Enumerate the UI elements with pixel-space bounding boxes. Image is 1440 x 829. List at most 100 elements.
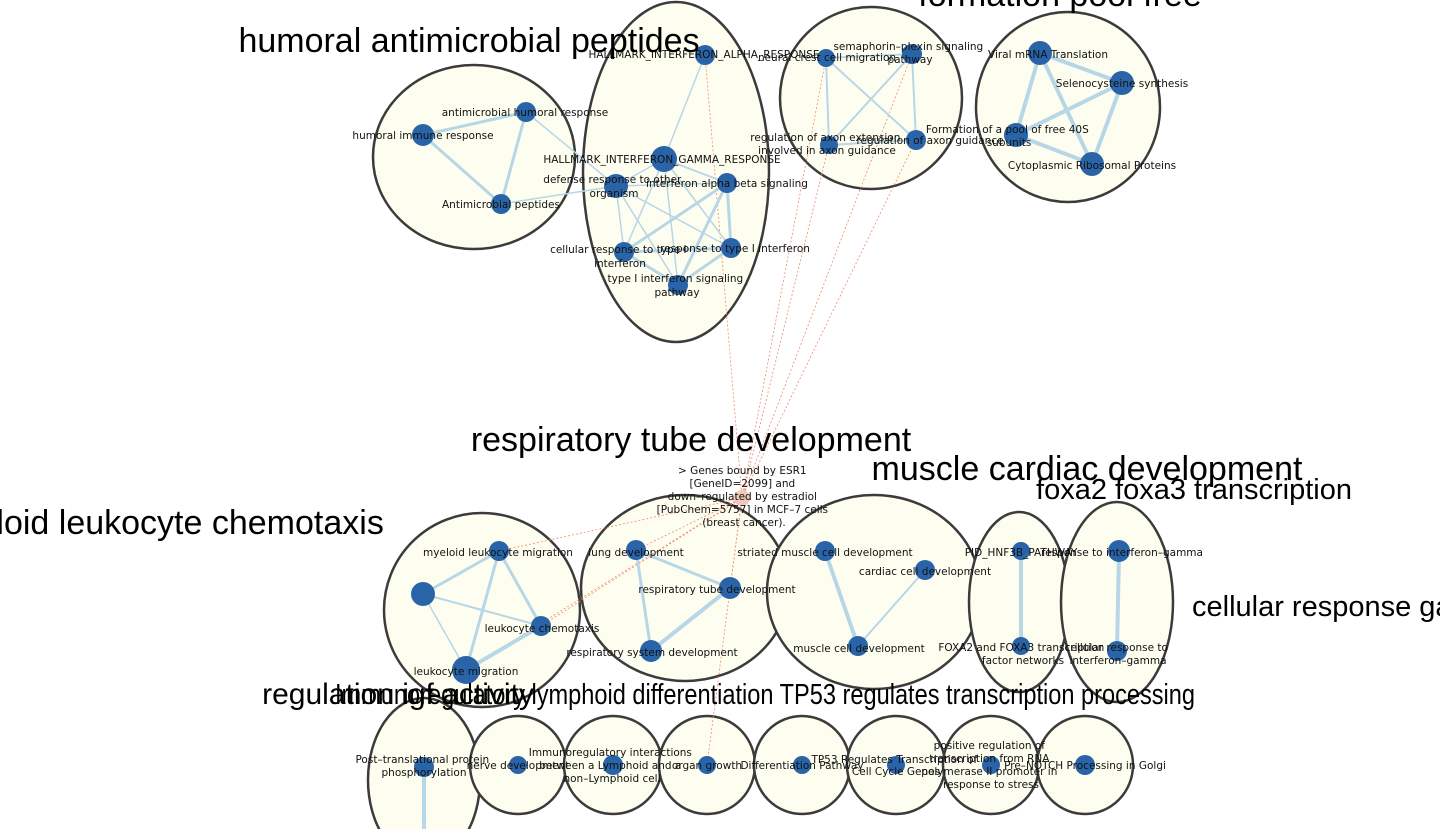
label-pre-notch: Pre–NOTCH Processing in Golgi [1004, 760, 1166, 772]
node-hallmark-alpha[interactable] [695, 45, 715, 65]
cluster-muscle[interactable] [765, 493, 983, 691]
node-cardiac-cell[interactable] [915, 560, 935, 580]
node-neural-crest[interactable] [817, 49, 835, 67]
node-foxa2-foxa3[interactable] [1012, 637, 1030, 655]
edge [615, 182, 728, 187]
node-response-ifng[interactable] [1108, 540, 1130, 562]
cluster-formation[interactable] [974, 10, 1162, 204]
node-hallmark-gamma[interactable] [651, 146, 677, 172]
cluster-title-formation: formation pool free [918, 0, 1202, 14]
edge [1115, 549, 1121, 653]
label-tp53: TP53 Regulates Transcription of Cell Cyc… [810, 754, 980, 778]
node-muscle-cell[interactable] [848, 636, 868, 656]
label-humoral-immune-response: humoral immune response [352, 130, 493, 142]
node-differentiation-pathway[interactable] [793, 756, 811, 774]
label-cytoplasmic-ribosomal: Cytoplasmic Ribosomal Proteins [1008, 160, 1176, 172]
esr1-edge [741, 53, 913, 499]
label-myeloid-leukocyte-migration: myeloid leukocyte migration [423, 547, 573, 559]
cluster-title-humoral: humoral antimicrobial peptides [238, 22, 699, 60]
node-axon-extension[interactable] [820, 136, 838, 154]
node-organ-growth[interactable] [698, 756, 716, 774]
edge [622, 181, 729, 254]
node-cytoplasmic-ribosomal[interactable] [1080, 152, 1104, 176]
label-type-i-signaling: type I interferon signaling pathway [608, 273, 747, 299]
label-pid-hnf3b: PID_HNF3B_PATHWAY [965, 547, 1078, 559]
node-myeloid-leukocyte-migration[interactable] [489, 541, 509, 561]
edge [828, 139, 917, 146]
label-positive-regulation: positive regulation of transcription fro… [921, 740, 1060, 791]
edge [1014, 133, 1094, 166]
node-antimicrobial-peptides[interactable] [491, 194, 511, 214]
label-semaphorin: semaphorin–plexin signaling pathway [833, 41, 986, 66]
label-antimicrobial-humoral-response: antimicrobial humoral response [442, 107, 608, 119]
label-axon-guidance: regulation of axon guidance [856, 135, 1003, 147]
edge [1038, 51, 1124, 85]
edge [725, 181, 733, 250]
esr1-edge [498, 497, 743, 552]
node-leukocyte-chemotaxis[interactable] [531, 616, 551, 636]
esr1-edge [741, 144, 830, 499]
node-defense-response[interactable] [604, 174, 628, 198]
node-response-type-i[interactable] [721, 238, 741, 258]
node-viral-mrna[interactable] [1028, 41, 1052, 65]
edge [500, 185, 617, 205]
label-post-translational: Post–translational protein phosphorylati… [355, 754, 492, 779]
node-formation-40s[interactable] [1004, 123, 1028, 147]
cluster-title-cellular-response: cellular response gamma [1192, 591, 1440, 623]
edge [676, 246, 733, 287]
edge [622, 246, 733, 254]
label-esr1-genes: > Genes bound by ESR1 [GeneID=2099] and … [657, 465, 832, 529]
label-muscle-cell: muscle cell development [793, 643, 925, 655]
esr1-edge [706, 497, 743, 766]
node-unlabeled[interactable] [411, 582, 435, 606]
edge [825, 53, 913, 59]
node-labels: antimicrobial humoral response humoral i… [352, 41, 1203, 791]
node-tp53[interactable] [887, 756, 905, 774]
node-positive-regulation[interactable] [982, 756, 1000, 774]
edge [663, 54, 706, 160]
node-nerve-development[interactable] [509, 756, 527, 774]
edge [497, 549, 543, 628]
label-formation-40s: Formation of a pool of free 40S subunits [926, 124, 1092, 149]
edge [911, 53, 917, 141]
node-axon-guidance[interactable] [906, 130, 926, 150]
node-striated-muscle[interactable] [815, 541, 835, 561]
cluster-title-overlap: Immunoregulatory lymphoid differentiatio… [335, 679, 1195, 711]
edge [615, 185, 732, 249]
node-esr1-genes[interactable] [734, 490, 750, 506]
esr1-edges [465, 53, 917, 766]
node-immunoregulatory[interactable] [603, 755, 623, 775]
esr1-edge [741, 57, 827, 499]
node-antimicrobial-humoral-response[interactable] [516, 102, 536, 122]
node-respiratory-system-development[interactable] [640, 640, 662, 662]
edge [857, 569, 926, 647]
node-selenocysteine[interactable] [1110, 71, 1134, 95]
edge [823, 549, 860, 648]
edge [1014, 81, 1124, 137]
node-pid-hnf3b[interactable] [1012, 542, 1030, 560]
node-cellular-response-ifng[interactable] [1107, 641, 1127, 661]
node-interferon-alpha-beta[interactable] [717, 173, 737, 193]
label-hallmark-alpha: HALLMARK_INTERFERON_ALPHA_RESPONSE [588, 49, 819, 61]
cluster-title-myeloid: myeloid leukocyte chemotaxis [0, 504, 384, 542]
node-lung-development[interactable] [626, 540, 646, 560]
edge [676, 181, 729, 287]
label-selenocysteine: Selenocysteine synthesis [1056, 78, 1188, 90]
label-nerve-development: nerve development [467, 760, 570, 772]
edge [623, 158, 665, 253]
node-leukocyte-migration[interactable] [452, 656, 480, 684]
node-type-i-signaling[interactable] [668, 275, 688, 295]
label-response-ifng: response to interferon–gamma [1041, 547, 1203, 559]
label-respiratory-system-development: respiratory system development [566, 647, 737, 659]
node-semaphorin[interactable] [902, 44, 922, 64]
node-post-translational[interactable] [414, 757, 434, 777]
node-humoral-immune-response[interactable] [412, 124, 434, 146]
node-cellular-response-type-i[interactable] [614, 242, 634, 262]
edge [525, 111, 617, 187]
label-leukocyte-migration: leukocyte migration [414, 666, 519, 678]
node-pre-notch[interactable] [1075, 755, 1095, 775]
label-cardiac-cell: cardiac cell development [859, 566, 991, 578]
edge [622, 250, 680, 287]
cluster-title-respiratory: respiratory tube development [471, 421, 912, 459]
node-respiratory-tube-development[interactable] [719, 577, 741, 599]
